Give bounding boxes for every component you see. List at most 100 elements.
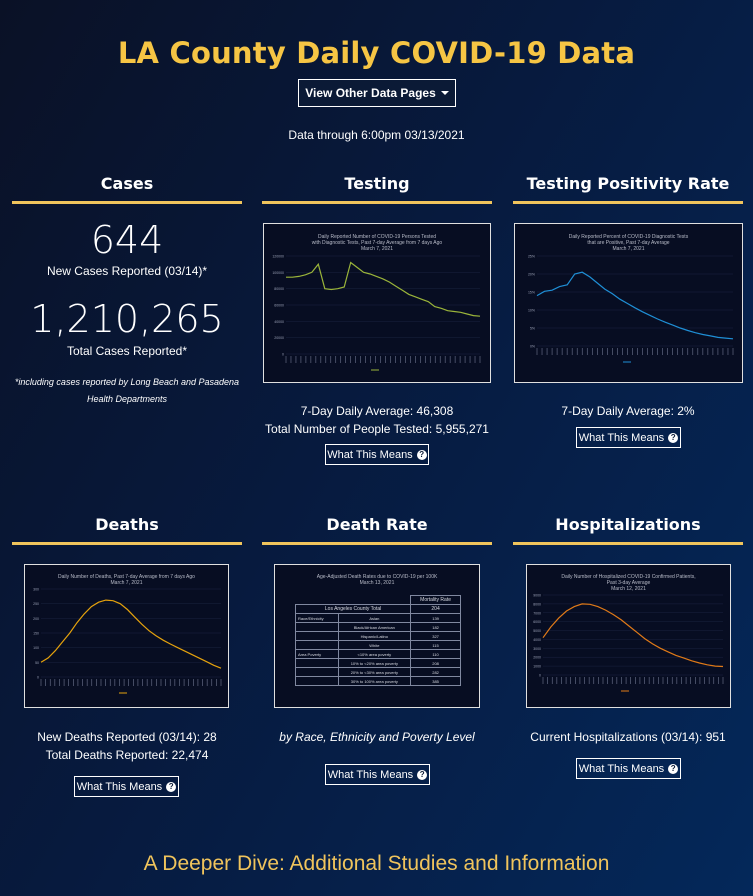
- row-value: 327: [410, 631, 461, 641]
- positivity-line-plot: 0% 5% 10% 15% 20% 25%: [528, 255, 734, 363]
- page-title: LA County Daily COVID-19 Data: [117, 36, 636, 70]
- y-tick-label: 15%: [528, 291, 535, 295]
- hosp-chart-title2: Past 3-day Average: [606, 580, 651, 586]
- county-total-label: Los Angeles County Total: [294, 604, 412, 614]
- positivity-chart[interactable]: Daily Reported Percent of COVID-19 Diagn…: [514, 223, 743, 383]
- testing-chart-title2: with Diagnostic Tests, Past 7-day Averag…: [311, 240, 443, 246]
- question-circle-icon: ?: [668, 432, 679, 443]
- death-rate-table-image[interactable]: Age-Adjusted Death Rates due to COVID-19…: [274, 564, 480, 708]
- death-rate-chart-title: Age-Adjusted Death Rates due to COVID-19…: [316, 574, 438, 580]
- positivity-what-this-means-button[interactable]: What This Means?: [576, 427, 681, 448]
- row-label: White: [337, 640, 412, 650]
- y-tick-label: 200: [33, 617, 39, 621]
- y-tick-label: 40000: [274, 320, 284, 324]
- county-total-value: 204: [410, 604, 461, 614]
- death-rate-what-this-means-button[interactable]: What This Means?: [325, 764, 430, 785]
- y-tick-label: 20%: [528, 273, 535, 277]
- death-rate-divider: [262, 542, 492, 545]
- y-tick-label: 100000: [272, 271, 284, 275]
- cases-footnote-line2: Health Departments: [86, 394, 168, 404]
- row-label: <10% area poverty: [337, 649, 412, 659]
- positivity-divider: [513, 201, 743, 204]
- view-other-pages-dropdown[interactable]: View Other Data Pages: [298, 79, 456, 107]
- row-value: 282: [410, 667, 461, 677]
- y-tick-label: 6000: [533, 620, 541, 624]
- row-label: 10% to <20% area poverty: [337, 658, 412, 668]
- positivity-chart-date: March 7, 2021: [612, 246, 645, 252]
- row-value: 139: [410, 613, 461, 623]
- y-tick-label: 2000: [533, 656, 541, 660]
- y-tick-label: 100: [33, 646, 39, 650]
- testing-line-plot: 0 20000 40000 60000 80000 100000 120000: [272, 255, 481, 371]
- new-cases-label: New Cases Reported (03/14)*: [46, 264, 208, 278]
- row-label: 20% to <30% area poverty: [337, 667, 412, 677]
- deaths-chart-title1: Daily Number of Deaths, Past 7-day Avera…: [58, 574, 195, 580]
- row-label: Asian: [337, 613, 412, 623]
- y-tick-label: 9000: [533, 594, 541, 598]
- y-tick-label: 20000: [274, 336, 284, 340]
- button-label: What This Means: [578, 431, 665, 444]
- button-label: What This Means: [578, 762, 665, 775]
- testing-chart-title1: Daily Reported Number of COVID-19 Person…: [317, 234, 436, 240]
- cases-heading: Cases: [100, 174, 154, 193]
- y-tick-label: 0: [37, 676, 39, 680]
- row-label: 30% to 100% area poverty: [337, 676, 412, 686]
- y-tick-label: 5000: [533, 629, 541, 633]
- series-line: [536, 271, 734, 340]
- row-label: Black/African American: [337, 622, 412, 632]
- question-circle-icon: ?: [166, 781, 177, 792]
- cases-divider: [12, 201, 242, 204]
- positivity-chart-title1: Daily Reported Percent of COVID-19 Diagn…: [568, 234, 689, 240]
- row-label: Hispanic/Latino: [337, 631, 412, 641]
- testing-chart-date: March 7, 2021: [361, 246, 393, 252]
- mortality-table: Mortality Rate Los Angeles County Total 2…: [294, 595, 461, 686]
- series-line: [542, 603, 724, 668]
- y-tick-label: 0: [539, 674, 541, 678]
- row-value: 115: [410, 640, 461, 650]
- row-value: 110: [410, 649, 461, 659]
- y-tick-label: 0: [282, 353, 284, 357]
- death-rate-heading: Death Rate: [326, 515, 428, 534]
- positivity-heading: Testing Positivity Rate: [526, 174, 730, 193]
- y-tick-label: 25%: [528, 255, 535, 259]
- cases-footnote-line1: *including cases reported by Long Beach …: [14, 377, 240, 387]
- group-poverty: Area Poverty: [295, 649, 339, 659]
- current-hospitalizations: Current Hospitalizations (03/14): 951: [530, 730, 726, 744]
- y-tick-label: 4000: [533, 638, 541, 642]
- new-cases-count: 644: [90, 218, 164, 262]
- hospitalizations-what-this-means-button[interactable]: What This Means?: [576, 758, 681, 779]
- hosp-chart-title1: Daily Number of Hospitalized COVID-19 Co…: [561, 574, 696, 580]
- positivity-chart-title2: that are Positive, Past 7-day Average: [587, 240, 670, 246]
- death-rate-caption: by Race, Ethnicity and Poverty Level: [279, 730, 475, 744]
- data-timestamp: Data through 6:00pm 03/13/2021: [288, 128, 465, 142]
- hosp-chart-date: March 12, 2021: [611, 586, 646, 592]
- testing-what-this-means-button[interactable]: What This Means?: [325, 444, 429, 465]
- deaths-chart[interactable]: Daily Number of Deaths, Past 7-day Avera…: [24, 564, 229, 708]
- series-line: [40, 599, 222, 669]
- cases-footnote: *including cases reported by Long Beach …: [12, 374, 242, 408]
- hospitalizations-heading: Hospitalizations: [555, 515, 701, 534]
- y-tick-label: 150: [33, 632, 39, 636]
- button-label: What This Means: [327, 768, 414, 781]
- deaths-line-plot: 0 50 100 150 200 250 300: [33, 588, 222, 694]
- dropdown-label: View Other Data Pages: [305, 86, 436, 100]
- y-tick-label: 60000: [274, 304, 284, 308]
- question-circle-icon: ?: [417, 769, 428, 780]
- deaths-heading: Deaths: [95, 515, 159, 534]
- y-tick-label: 300: [33, 588, 39, 592]
- group-race: Race/Ethnicity: [295, 613, 339, 623]
- question-circle-icon: ?: [668, 763, 679, 774]
- hospitalizations-divider: [513, 542, 743, 545]
- question-circle-icon: ?: [416, 449, 427, 460]
- y-tick-label: 3000: [533, 647, 541, 651]
- mortality-header: Mortality Rate: [410, 595, 461, 605]
- y-tick-label: 8000: [533, 602, 541, 606]
- total-cases-count: 1,210,265: [30, 297, 224, 341]
- deaths-what-this-means-button[interactable]: What This Means?: [74, 776, 179, 797]
- new-deaths: New Deaths Reported (03/14): 28: [37, 730, 217, 744]
- testing-chart[interactable]: Daily Reported Number of COVID-19 Person…: [263, 223, 491, 383]
- y-tick-label: 0%: [530, 345, 535, 349]
- hospitalizations-chart[interactable]: Daily Number of Hospitalized COVID-19 Co…: [526, 564, 731, 708]
- deeper-dive-heading[interactable]: A Deeper Dive: Additional Studies and In…: [143, 852, 610, 875]
- y-tick-label: 80000: [274, 287, 284, 291]
